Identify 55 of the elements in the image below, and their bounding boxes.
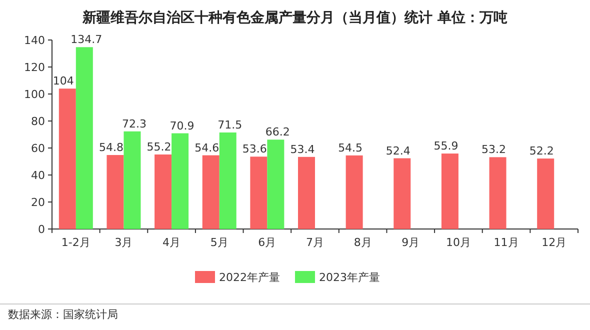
data-label: 53.6	[242, 142, 267, 156]
data-label: 53.4	[290, 142, 315, 156]
bar	[76, 47, 93, 229]
y-tick-label: 140	[24, 34, 45, 47]
data-label: 104	[52, 74, 74, 88]
x-tick-label: 5月	[210, 236, 228, 249]
bar	[172, 133, 189, 229]
bar	[394, 158, 411, 229]
x-tick-label: 8月	[354, 236, 372, 249]
bar	[154, 154, 172, 229]
data-label: 53.2	[482, 143, 506, 156]
bar	[106, 155, 124, 229]
data-label: 66.2	[265, 126, 290, 139]
bar	[537, 158, 554, 229]
x-tick-label: 7月	[306, 236, 324, 249]
bar	[58, 88, 76, 229]
data-label: 55.9	[434, 140, 458, 153]
bar	[298, 156, 315, 229]
x-tick-label: 10月	[446, 236, 471, 249]
bar	[219, 132, 236, 229]
y-tick-label: 100	[24, 88, 45, 101]
x-tick-label: 9月	[402, 236, 420, 249]
data-label: 70.9	[170, 119, 194, 132]
x-tick-label: 11月	[494, 236, 519, 249]
bar	[202, 155, 220, 229]
data-label: 54.6	[194, 141, 220, 154]
data-label: 52.4	[386, 144, 410, 158]
y-tick-label: 20	[31, 196, 45, 209]
legend-label: 2022年产量	[219, 271, 280, 284]
data-label: 52.2	[529, 144, 554, 158]
bar	[124, 131, 141, 229]
x-tick-label: 3月	[114, 236, 133, 249]
bar	[441, 154, 458, 229]
y-tick-label: 60	[31, 142, 45, 155]
x-tick-label: 12月	[542, 236, 567, 249]
bar	[489, 157, 506, 229]
x-tick-label: 6月	[258, 236, 276, 249]
bar	[250, 156, 268, 229]
bar	[346, 155, 363, 229]
y-tick-label: 40	[31, 169, 45, 182]
data-label: 55.2	[146, 140, 172, 154]
x-tick-label: 1-2月	[61, 236, 90, 249]
data-label: 54.5	[338, 141, 363, 154]
data-label: 54.8	[98, 141, 124, 154]
y-tick-label: 120	[24, 61, 45, 74]
y-tick-label: 0	[38, 223, 45, 236]
bar	[267, 140, 284, 229]
x-tick-label: 4月	[162, 236, 181, 249]
chart-title: 新疆维吾尔自治区十种有色金属产量分月（当月值）统计 单位：万吨	[82, 9, 508, 26]
legend-label: 2023年产量	[319, 271, 380, 284]
source-note: 数据来源：国家统计局	[8, 308, 118, 321]
y-tick-label: 80	[31, 115, 45, 128]
data-label: 134.7	[70, 33, 102, 46]
data-label: 71.5	[218, 118, 242, 132]
data-label: 72.3	[122, 117, 146, 130]
